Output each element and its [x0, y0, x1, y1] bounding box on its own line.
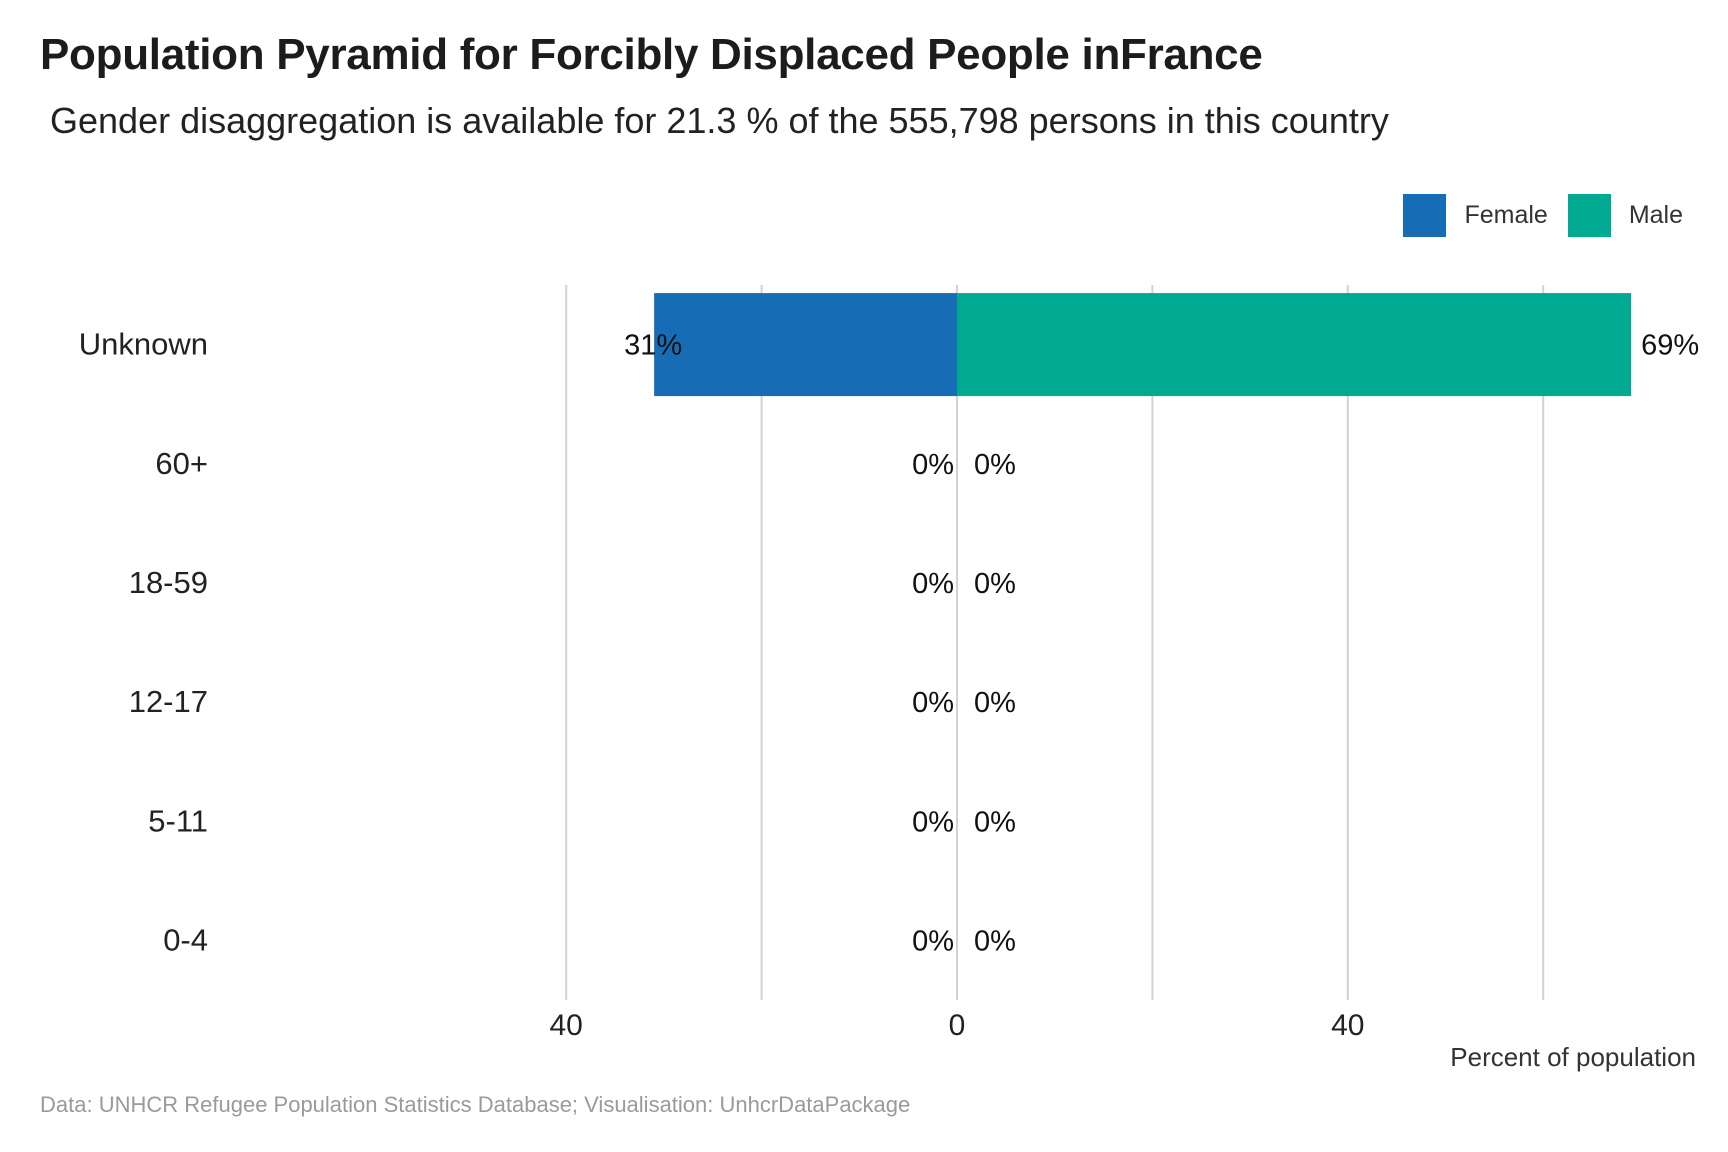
bar-male	[957, 293, 1632, 397]
x-tick-label: 0	[949, 1009, 966, 1042]
x-tick-label: 40	[550, 1009, 583, 1042]
data-label-male: 0%	[974, 687, 1016, 719]
category-label: 0-4	[163, 922, 208, 957]
data-label-male: 0%	[974, 806, 1016, 838]
chart-title: Population Pyramid for Forcibly Displace…	[40, 30, 1263, 79]
category-label: 5-11	[148, 803, 208, 838]
data-label-male: 0%	[974, 925, 1016, 957]
legend-item-female: Female	[1403, 194, 1548, 237]
data-label-male: 0%	[974, 568, 1016, 600]
source-caption: Data: UNHCR Refugee Population Statistic…	[40, 1092, 911, 1117]
x-tick-label: 40	[1331, 1009, 1364, 1042]
legend-item-male: Male	[1567, 194, 1683, 237]
x-axis-title: Percent of population	[1450, 1042, 1696, 1072]
data-label-female: 0%	[912, 806, 954, 838]
data-label-female: 31%	[624, 330, 682, 362]
legend-swatch-male	[1567, 194, 1611, 237]
category-label: 60+	[155, 446, 208, 481]
data-label-female: 0%	[912, 925, 954, 957]
category-label: 12-17	[129, 684, 208, 719]
data-label-male: 0%	[974, 449, 1016, 481]
chart-subtitle: Gender disaggregation is available for 2…	[50, 100, 1389, 141]
data-label-male: 69%	[1641, 330, 1699, 362]
data-label-female: 0%	[912, 568, 954, 600]
category-label: 18-59	[129, 565, 208, 600]
legend: Female Male	[1383, 194, 1683, 237]
legend-label-female: Female	[1464, 201, 1548, 229]
category-label: Unknown	[79, 327, 208, 362]
data-label-female: 0%	[912, 449, 954, 481]
bar-female	[654, 293, 957, 397]
data-label-female: 0%	[912, 687, 954, 719]
legend-label-male: Male	[1628, 201, 1683, 229]
legend-swatch-female	[1403, 194, 1447, 237]
